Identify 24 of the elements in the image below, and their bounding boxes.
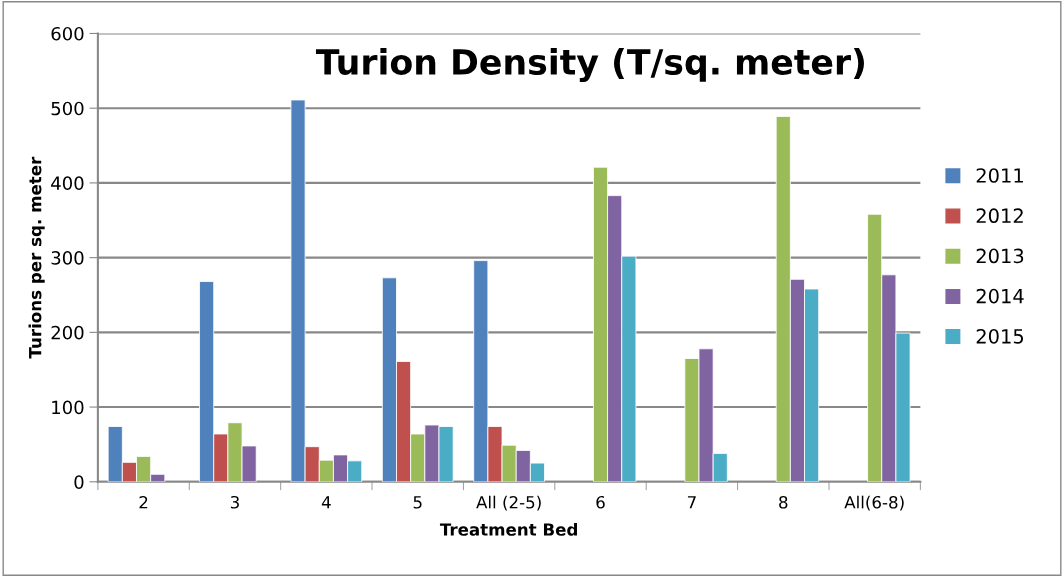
x-tick-label: 3: [230, 495, 239, 509]
y-tick-label: 400: [51, 176, 84, 191]
x-tick-label: All(6-8): [844, 495, 904, 511]
legend-label: 2015: [976, 328, 1024, 344]
y-tick-label: 100: [52, 400, 84, 415]
x-tick-label: 4: [321, 496, 331, 509]
legend-label: 2012: [976, 208, 1023, 224]
y-axis-title: Turions per sq. meter: [28, 156, 45, 359]
x-tick-label: 7: [687, 496, 696, 509]
x-tick-label: 6: [596, 495, 605, 509]
x-tick-label: All (2-5): [476, 495, 541, 511]
y-tick-label: 300: [51, 251, 84, 265]
legend-label: 2013: [976, 248, 1024, 264]
legend-label: 2011: [976, 168, 1023, 183]
legend-label: 2014: [976, 288, 1024, 304]
y-tick-label: 0: [74, 475, 84, 489]
chart-title: Turion Density (T/sq. meter): [315, 48, 864, 82]
y-tick-label: 600: [51, 26, 84, 41]
x-tick-label: 2: [139, 495, 148, 509]
x-tick-label: 8: [779, 495, 788, 509]
x-axis-title: Treatment Bed: [439, 522, 577, 536]
y-tick-label: 500: [51, 101, 84, 116]
y-tick-label: 200: [51, 325, 84, 340]
x-tick-label: 5: [413, 496, 422, 509]
